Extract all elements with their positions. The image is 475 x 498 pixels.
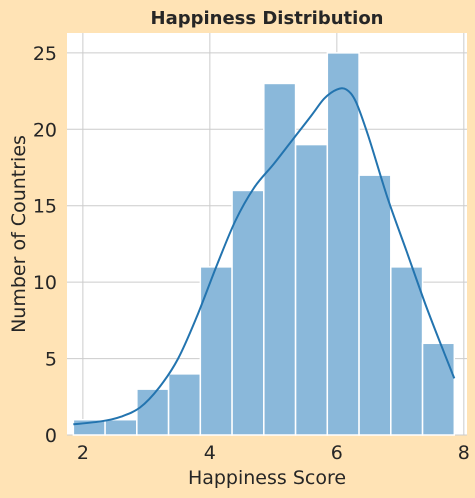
histogram-bars — [72, 52, 456, 436]
y-tick-label: 25 — [33, 43, 57, 65]
histogram-bar — [167, 373, 202, 436]
x-tick-label: 2 — [77, 442, 89, 464]
chart-title: Happiness Distribution — [151, 8, 384, 29]
y-tick-label: 10 — [33, 272, 57, 294]
y-tick-label: 5 — [45, 349, 57, 371]
histogram-bar — [294, 143, 329, 436]
histogram-bar — [263, 82, 297, 436]
y-tick-label: 15 — [33, 196, 57, 218]
histogram-bar — [358, 174, 392, 436]
y-tick-label: 20 — [33, 119, 57, 141]
x-tick-label: 8 — [458, 442, 470, 464]
histogram-bar — [421, 342, 456, 436]
histogram-bar — [199, 266, 233, 436]
histogram-bar — [104, 418, 138, 436]
y-axis-title: Number of Countries — [8, 135, 30, 333]
x-tick-label: 6 — [331, 442, 343, 464]
kde-curve — [73, 87, 456, 426]
histogram-bar — [326, 52, 360, 436]
histogram-bar — [390, 266, 424, 436]
y-tick-label: 0 — [45, 425, 57, 447]
x-tick-label: 4 — [204, 442, 216, 464]
histogram-bar — [231, 189, 265, 436]
x-tick-labels: 2 4 6 8 — [77, 442, 470, 464]
x-axis-title: Happiness Score — [188, 467, 346, 489]
y-tick-labels: 0 5 10 15 20 25 — [33, 43, 57, 447]
